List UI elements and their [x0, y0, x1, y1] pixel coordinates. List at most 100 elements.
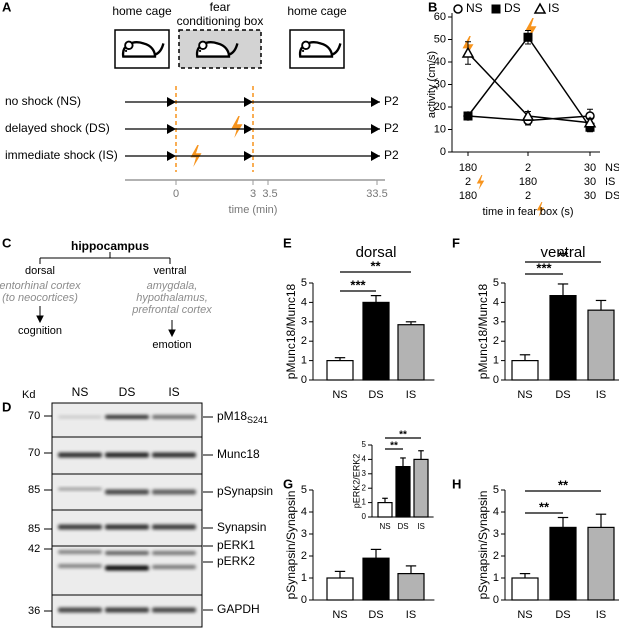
marker	[461, 46, 475, 58]
row-label: no shock (NS)	[5, 94, 81, 108]
significance-label: **	[399, 430, 407, 441]
c-outcome: cognition	[18, 325, 62, 337]
bar	[326, 360, 354, 381]
blot-band	[105, 524, 149, 530]
x-row-name: IS	[605, 176, 615, 188]
x-tick-label: NS	[379, 522, 390, 531]
x-row-name: DS	[605, 190, 619, 202]
c-target: (to neocortices)	[2, 292, 78, 304]
c-target: prefrontal cortex	[131, 304, 212, 316]
marker	[583, 116, 597, 128]
bar	[549, 295, 577, 381]
d-label: pM18S241	[217, 409, 268, 425]
bar	[413, 458, 429, 518]
y-tick-label: 3	[362, 469, 367, 478]
arrowhead	[371, 151, 380, 161]
y-tick-label: 0	[301, 594, 307, 606]
blot-band	[58, 487, 102, 491]
panel-label: D	[2, 399, 11, 414]
time-tick: 3	[250, 188, 256, 200]
c-title: hippocampus	[71, 239, 149, 253]
c-right: ventral	[153, 265, 186, 277]
blot-band	[105, 415, 149, 419]
d-marker: 42	[28, 543, 40, 555]
x-tick-label: 180	[459, 190, 477, 202]
c-outcome: emotion	[152, 339, 191, 351]
end-label: P2	[384, 121, 399, 135]
blot-band	[58, 607, 102, 613]
x-label: time in fear box (s)	[482, 206, 573, 218]
row-label: immediate shock (IS)	[5, 148, 118, 162]
y-tick-label: 2	[301, 550, 307, 562]
y-tick-label: 3	[493, 316, 499, 328]
blot-band	[105, 565, 149, 571]
y-tick-label: 3	[301, 316, 307, 328]
significance-label: ***	[536, 260, 552, 275]
y-tick-label: 5	[493, 484, 499, 496]
blot-band	[58, 524, 102, 530]
x-row-name: NS	[605, 162, 619, 174]
c-left: dorsal	[25, 265, 55, 277]
y-label: pSynapsin/Synapsin	[476, 491, 490, 600]
blot-band	[58, 564, 102, 568]
y-tick-label: 4	[301, 296, 307, 308]
x-tick-label: IS	[596, 389, 606, 401]
blot-band	[105, 489, 149, 495]
c-target: hypothalamus,	[136, 292, 208, 304]
x-tick-label: 30	[584, 190, 596, 202]
x-tick-label: NS	[332, 389, 347, 401]
y-tick-label: 0	[362, 512, 367, 521]
panel-c-art	[36, 252, 176, 338]
bar	[362, 301, 390, 381]
d-label: GAPDH	[217, 602, 260, 616]
y-tick-label: 1	[493, 355, 499, 367]
x-tick-label: DS	[368, 389, 383, 401]
d-label: pERK1	[217, 538, 255, 552]
y-tick-label: 10	[434, 123, 446, 135]
legend-label: DS	[504, 1, 521, 15]
bar	[511, 577, 539, 601]
d-marker: 70	[28, 410, 40, 422]
significance-label: **	[390, 441, 398, 452]
panel-label: F	[452, 235, 460, 250]
y-label: pSynapsin/Synapsin	[284, 491, 298, 600]
time-label: time (min)	[229, 204, 278, 216]
blot-band	[152, 607, 196, 613]
blot-band	[105, 551, 149, 555]
d-label: Synapsin	[217, 520, 266, 534]
blot-band	[58, 550, 102, 554]
x-tick-label: NS	[517, 609, 532, 621]
bar	[362, 557, 390, 601]
legend-label: NS	[466, 1, 483, 15]
y-tick-label: 4	[493, 296, 499, 308]
y-label: pERK2/ERK2	[351, 454, 361, 509]
x-tick-label: DS	[397, 522, 408, 531]
bar	[549, 526, 577, 601]
arrowhead	[167, 124, 176, 134]
c-target: entorhinal cortex	[0, 280, 81, 292]
y-label: pMunc18/Munc18	[284, 283, 298, 379]
arrowhead	[244, 151, 253, 161]
bar	[397, 572, 425, 601]
y-tick-label: 2	[493, 550, 499, 562]
y-label: pMunc18/Munc18	[476, 283, 490, 379]
arrowhead	[371, 97, 380, 107]
y-tick-label: 0	[493, 374, 499, 386]
row-label: delayed shock (DS)	[5, 121, 110, 135]
end-label: P2	[384, 94, 399, 108]
y-tick-label: 4	[493, 506, 499, 518]
time-tick: 33.5	[366, 188, 387, 200]
d-marker: 85	[28, 484, 40, 496]
significance-label: **	[539, 499, 550, 514]
y-tick-label: 3	[493, 528, 499, 540]
blot-band	[152, 551, 196, 555]
y-tick-label: 5	[301, 484, 307, 496]
y-tick-label: 0	[440, 146, 446, 158]
y-tick-label: 0	[301, 374, 307, 386]
y-tick-label: 2	[493, 335, 499, 347]
panel-label: C	[2, 235, 12, 250]
marker	[523, 32, 533, 42]
arrowhead	[371, 124, 380, 134]
bar	[326, 577, 354, 601]
